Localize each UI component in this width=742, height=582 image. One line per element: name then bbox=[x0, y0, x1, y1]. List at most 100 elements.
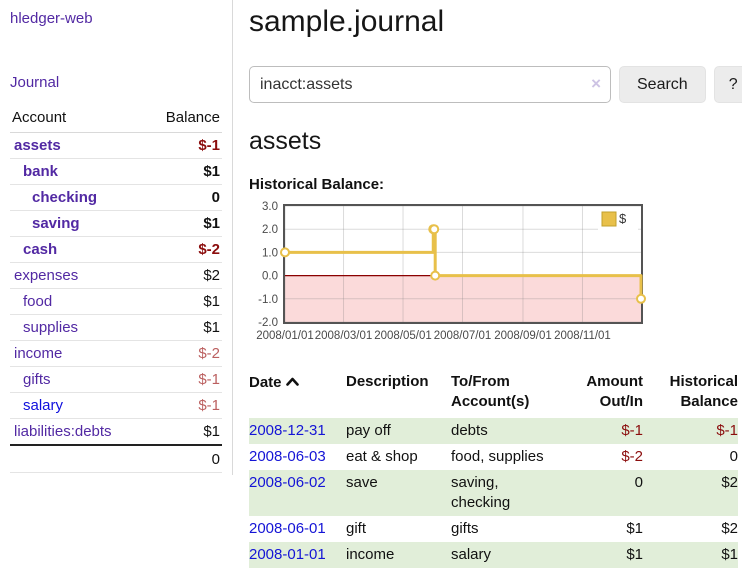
account-row-income: income $-2 bbox=[10, 341, 222, 367]
account-row-bank: bank $1 bbox=[10, 159, 222, 185]
transaction-balance: $1 bbox=[721, 546, 738, 563]
account-balance: 0 bbox=[211, 189, 220, 206]
svg-text:0.0: 0.0 bbox=[262, 271, 278, 283]
transaction-amount: $-1 bbox=[621, 422, 643, 439]
account-link-saving[interactable]: saving bbox=[32, 215, 80, 232]
account-link-cash[interactable]: cash bbox=[23, 241, 58, 258]
account-balance-table: Account Balance assets $-1 bank $1 check… bbox=[10, 105, 222, 473]
account-row-gifts: gifts $-1 bbox=[10, 367, 222, 393]
account-row-assets: assets $-1 bbox=[10, 133, 222, 159]
sidebar-item-journal[interactable]: Journal bbox=[10, 74, 60, 91]
account-total-balance: 0 bbox=[145, 444, 222, 473]
legend-swatch bbox=[601, 211, 617, 227]
description-column-header: Description bbox=[346, 373, 429, 390]
help-button[interactable]: ? bbox=[713, 66, 742, 103]
transaction-accounts: debts bbox=[451, 422, 488, 439]
balance-column-header: Balance bbox=[145, 105, 222, 133]
balance-column-header: Historical Balance bbox=[669, 373, 738, 410]
transaction-balance: $2 bbox=[721, 520, 738, 537]
svg-text:-1.0: -1.0 bbox=[258, 294, 278, 306]
chart-series bbox=[280, 224, 646, 304]
date-column-header[interactable]: Date bbox=[249, 372, 346, 418]
svg-text:2008/09/01: 2008/09/01 bbox=[494, 330, 552, 342]
account-row-checking: checking 0 bbox=[10, 185, 222, 211]
chart-plot-border bbox=[283, 204, 643, 324]
account-column-header: Account bbox=[10, 105, 146, 133]
account-balance: $1 bbox=[203, 319, 220, 336]
register-row: 2008-06-02 save saving, checking 0 $2 bbox=[249, 470, 738, 516]
account-row-salary: salary $-1 bbox=[10, 393, 222, 419]
account-table-header: Account Balance bbox=[10, 105, 222, 133]
transaction-date-link[interactable]: 2008-06-02 bbox=[249, 474, 326, 491]
transaction-description: pay off bbox=[346, 422, 391, 439]
transaction-description: income bbox=[346, 546, 395, 563]
register-row: 2008-01-01 income salary $1 $1 bbox=[249, 542, 738, 568]
transaction-description: gift bbox=[346, 520, 367, 537]
date-header-label: Date bbox=[249, 374, 282, 391]
transaction-amount: 0 bbox=[634, 474, 643, 491]
account-row-expenses: expenses $2 bbox=[10, 263, 222, 289]
account-balance: $-2 bbox=[198, 241, 220, 258]
svg-text:3.0: 3.0 bbox=[262, 201, 278, 213]
register-row: 2008-06-01 gift gifts $1 $2 bbox=[249, 516, 738, 542]
clear-search-icon[interactable]: × bbox=[591, 74, 601, 93]
account-row-cash: cash $-2 bbox=[10, 237, 222, 263]
transaction-accounts: salary bbox=[451, 546, 492, 563]
transaction-balance: $2 bbox=[721, 474, 738, 491]
account-link-checking[interactable]: checking bbox=[32, 189, 98, 206]
transaction-accounts: food, supplies bbox=[451, 448, 544, 465]
historical-balance-chart: 3.0 2.0 1.0 0.0 -1.0 -2.0 2008/01/01 2008/03/01… bbox=[249, 201, 742, 350]
transaction-accounts: gifts bbox=[451, 520, 479, 537]
transaction-description: eat & shop bbox=[346, 448, 418, 465]
transaction-balance: 0 bbox=[729, 448, 738, 465]
transaction-date-link[interactable]: 2008-12-31 bbox=[249, 422, 326, 439]
account-row-saving: saving $1 bbox=[10, 211, 222, 237]
search-box: × bbox=[249, 66, 611, 103]
search-input[interactable] bbox=[249, 66, 611, 103]
account-balance: $1 bbox=[203, 423, 220, 440]
account-balance: $-1 bbox=[198, 137, 220, 154]
account-link-gifts[interactable]: gifts bbox=[23, 371, 51, 388]
app-brand-link[interactable]: hledger-web bbox=[10, 10, 93, 27]
account-balance: $-1 bbox=[198, 371, 220, 388]
account-link-expenses[interactable]: expenses bbox=[14, 267, 79, 284]
chart-legend: $ bbox=[598, 209, 638, 230]
account-balance: $-2 bbox=[198, 345, 220, 362]
transaction-amount: $1 bbox=[626, 520, 643, 537]
account-balance: $2 bbox=[203, 267, 220, 284]
transaction-amount: $1 bbox=[626, 546, 643, 563]
account-balance: $1 bbox=[203, 163, 220, 180]
transaction-description: save bbox=[346, 474, 378, 491]
amount-column-header: Amount Out/In bbox=[586, 373, 643, 410]
sidebar: hledger-web Journal Account Balance asse… bbox=[0, 0, 233, 582]
sidebar-inner: hledger-web Journal Account Balance asse… bbox=[0, 0, 233, 475]
account-row-food: food $1 bbox=[10, 289, 222, 315]
transaction-date-link[interactable]: 2008-06-03 bbox=[249, 448, 326, 465]
page-title: sample.journal bbox=[249, 5, 445, 38]
account-row-liabilities-debts: liabilities:debts $1 bbox=[10, 419, 222, 445]
svg-text:2008/03/01: 2008/03/01 bbox=[315, 330, 373, 342]
chart-title: Historical Balance: bbox=[249, 176, 385, 193]
transaction-balance: $-1 bbox=[716, 422, 738, 439]
transaction-date-link[interactable]: 2008-01-01 bbox=[249, 546, 326, 563]
svg-text:2.0: 2.0 bbox=[262, 224, 278, 236]
svg-text:2008/11/01: 2008/11/01 bbox=[554, 330, 611, 342]
search-form: × Search ? bbox=[249, 66, 742, 103]
account-total-row: 0 bbox=[10, 444, 222, 473]
account-link-supplies[interactable]: supplies bbox=[23, 319, 79, 336]
account-heading: assets bbox=[249, 127, 322, 155]
svg-text:-2.0: -2.0 bbox=[258, 317, 278, 329]
account-balance: $1 bbox=[203, 293, 220, 310]
register-row: 2008-12-31 pay off debts $-1 $-1 bbox=[249, 418, 738, 444]
account-link-liabilities-debts[interactable]: liabilities:debts bbox=[14, 423, 112, 440]
account-link-assets[interactable]: assets bbox=[14, 137, 61, 154]
account-link-food[interactable]: food bbox=[23, 293, 53, 310]
account-link-bank[interactable]: bank bbox=[23, 163, 59, 180]
transaction-date-link[interactable]: 2008-06-01 bbox=[249, 520, 326, 537]
search-button[interactable]: Search bbox=[619, 66, 706, 103]
account-link-salary[interactable]: salary bbox=[23, 397, 64, 414]
transaction-amount: $-2 bbox=[621, 448, 643, 465]
transaction-accounts: saving, checking bbox=[451, 474, 511, 511]
account-link-income[interactable]: income bbox=[14, 345, 63, 362]
